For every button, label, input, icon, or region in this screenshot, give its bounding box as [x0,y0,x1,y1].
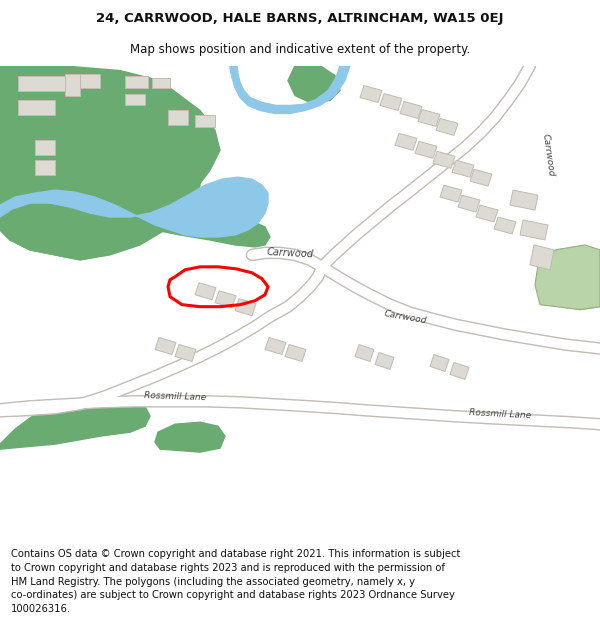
Text: Carrwood: Carrwood [383,309,427,326]
Text: 24, CARRWOOD, HALE BARNS, ALTRINCHAM, WA15 0EJ: 24, CARRWOOD, HALE BARNS, ALTRINCHAM, WA… [96,12,504,25]
Polygon shape [285,344,306,361]
Polygon shape [452,160,474,177]
Polygon shape [433,151,455,168]
Polygon shape [458,195,480,212]
Polygon shape [415,141,437,158]
Polygon shape [155,338,176,354]
Polygon shape [175,344,196,361]
Text: Carrwood: Carrwood [266,248,314,260]
Polygon shape [80,74,100,88]
Polygon shape [510,190,538,210]
Polygon shape [470,169,492,186]
Polygon shape [530,245,554,270]
Polygon shape [380,94,402,111]
Polygon shape [375,352,394,369]
Polygon shape [215,291,236,308]
Polygon shape [430,354,449,371]
Polygon shape [235,299,256,316]
Polygon shape [18,76,65,91]
Polygon shape [155,210,270,247]
Polygon shape [440,185,462,202]
Polygon shape [155,422,225,452]
Polygon shape [355,344,374,361]
Polygon shape [395,133,417,150]
Polygon shape [418,109,440,126]
Polygon shape [168,111,188,126]
Polygon shape [400,101,422,118]
Polygon shape [125,94,145,106]
Polygon shape [476,205,498,222]
Polygon shape [35,160,55,175]
Polygon shape [35,141,55,155]
Polygon shape [152,78,170,88]
Polygon shape [0,141,200,260]
Text: Rossmill Lane: Rossmill Lane [469,408,531,421]
Polygon shape [18,101,55,116]
Polygon shape [450,362,469,379]
Polygon shape [0,66,220,260]
Polygon shape [288,66,340,102]
Polygon shape [195,116,215,128]
Text: Map shows position and indicative extent of the property.: Map shows position and indicative extent… [130,42,470,56]
Polygon shape [265,338,286,354]
Text: Rossmill Lane: Rossmill Lane [144,391,206,402]
Text: Contains OS data © Crown copyright and database right 2021. This information is : Contains OS data © Crown copyright and d… [11,549,460,614]
Polygon shape [360,86,382,102]
Polygon shape [230,66,350,114]
Polygon shape [195,282,216,300]
Polygon shape [65,74,80,96]
Polygon shape [125,76,148,88]
Polygon shape [494,217,516,234]
Polygon shape [436,118,458,136]
Polygon shape [0,396,150,449]
Polygon shape [548,250,600,309]
Polygon shape [535,245,600,309]
Polygon shape [0,177,268,237]
Text: Carrwood: Carrwood [541,133,556,178]
Polygon shape [520,220,548,240]
